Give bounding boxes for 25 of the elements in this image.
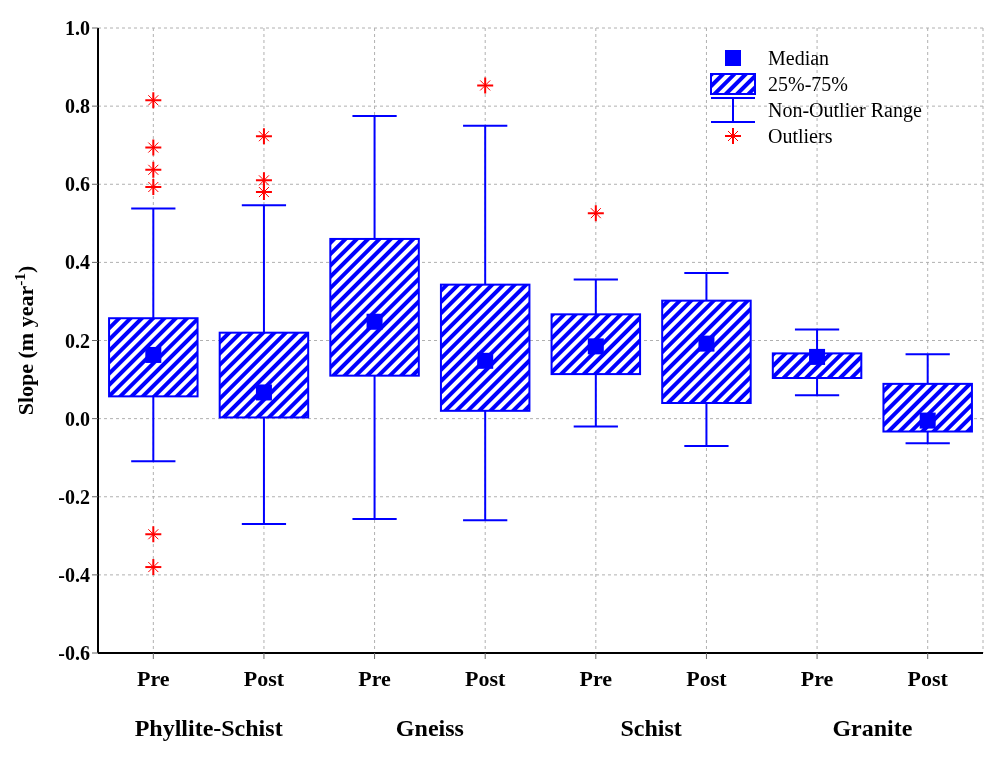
x-tick-label: Pre (800, 666, 834, 691)
y-tick-label: -0.6 (58, 642, 90, 665)
y-tick-label: 0.4 (65, 251, 90, 274)
text: Granite (832, 715, 913, 741)
y-tick-label: 0.2 (65, 329, 90, 352)
annotation: Outliers (768, 125, 833, 147)
annotation: Median (768, 47, 830, 69)
x-tick-label: Post (907, 666, 949, 691)
text: Gneiss (395, 715, 464, 741)
annotation: Non-Outlier Range (768, 99, 922, 122)
x-tick-label: Pre (137, 666, 170, 691)
y-tick-label: -0.4 (58, 563, 90, 586)
legend-label: 25%-75% (768, 73, 848, 95)
y-tick-label: 0.8 (65, 95, 90, 118)
text: Phyllite-Schist (134, 715, 283, 741)
x-tick-label: Post (243, 666, 285, 691)
y-tick-label: 1.0 (65, 17, 90, 40)
x-tick-label: Pre (579, 666, 613, 691)
x-tick-label: Pre (358, 666, 392, 691)
x-tick-label: Post (686, 666, 728, 691)
y-tick-label: -0.2 (58, 485, 90, 508)
y-tick-label: 0.0 (65, 407, 90, 430)
x-tick-label: Post (465, 666, 507, 691)
y-tick-label: 0.6 (65, 173, 90, 196)
text: Schist (620, 715, 682, 741)
